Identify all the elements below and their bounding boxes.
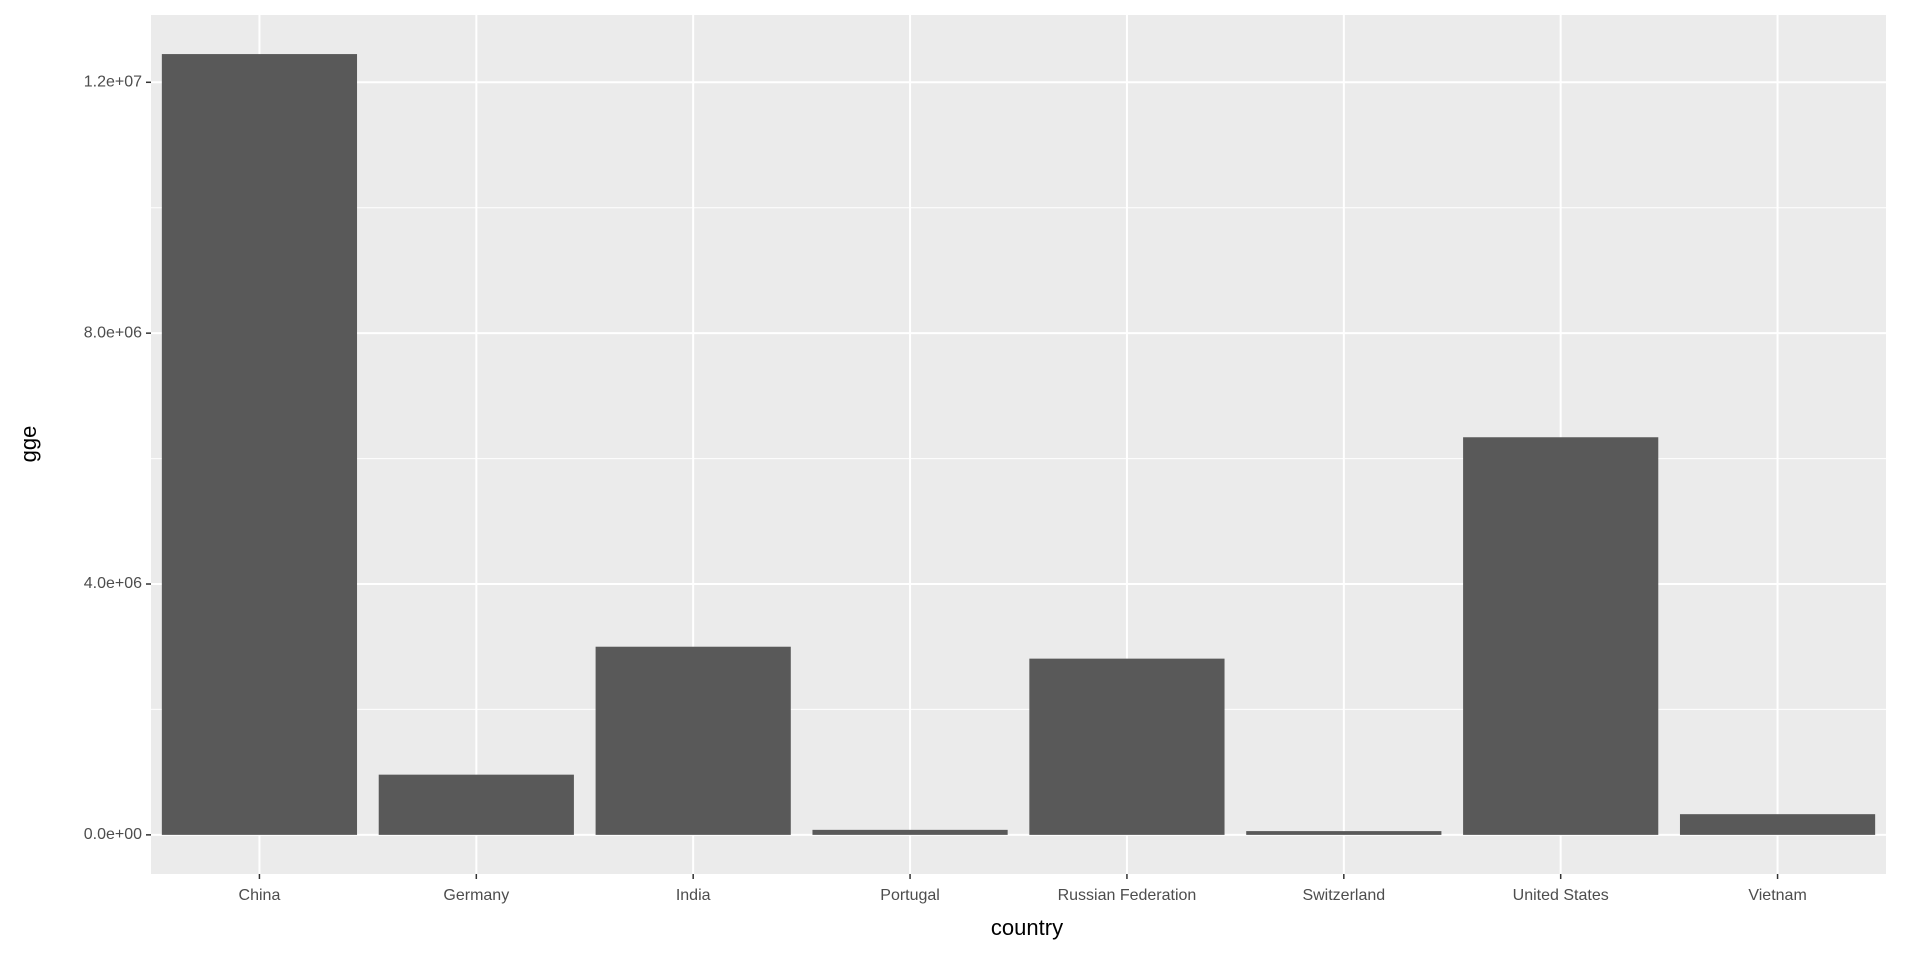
bar	[1029, 658, 1225, 835]
bar	[1463, 437, 1659, 835]
y-tick-label: 4.0e+06	[84, 575, 142, 592]
x-tick-label: China	[239, 887, 281, 904]
x-tick-label: Germany	[443, 887, 509, 904]
x-tick-label: India	[676, 887, 711, 904]
bar	[1246, 831, 1442, 835]
x-tick-label: Switzerland	[1302, 887, 1385, 904]
bar	[812, 829, 1008, 835]
x-axis-title: country	[991, 915, 1063, 940]
y-tick-label: 8.0e+06	[84, 324, 142, 341]
x-tick-label: Portugal	[880, 887, 940, 904]
bar	[378, 774, 574, 835]
y-axis-title: gge	[16, 426, 41, 463]
y-tick-label: 0.0e+00	[84, 826, 142, 843]
x-tick-label: Russian Federation	[1058, 887, 1197, 904]
x-tick-label: Vietnam	[1748, 887, 1806, 904]
y-tick-label: 1.2e+07	[84, 74, 142, 91]
bar	[595, 646, 791, 835]
bar	[1679, 814, 1876, 835]
bar	[161, 54, 358, 835]
x-tick-label: United States	[1513, 887, 1609, 904]
